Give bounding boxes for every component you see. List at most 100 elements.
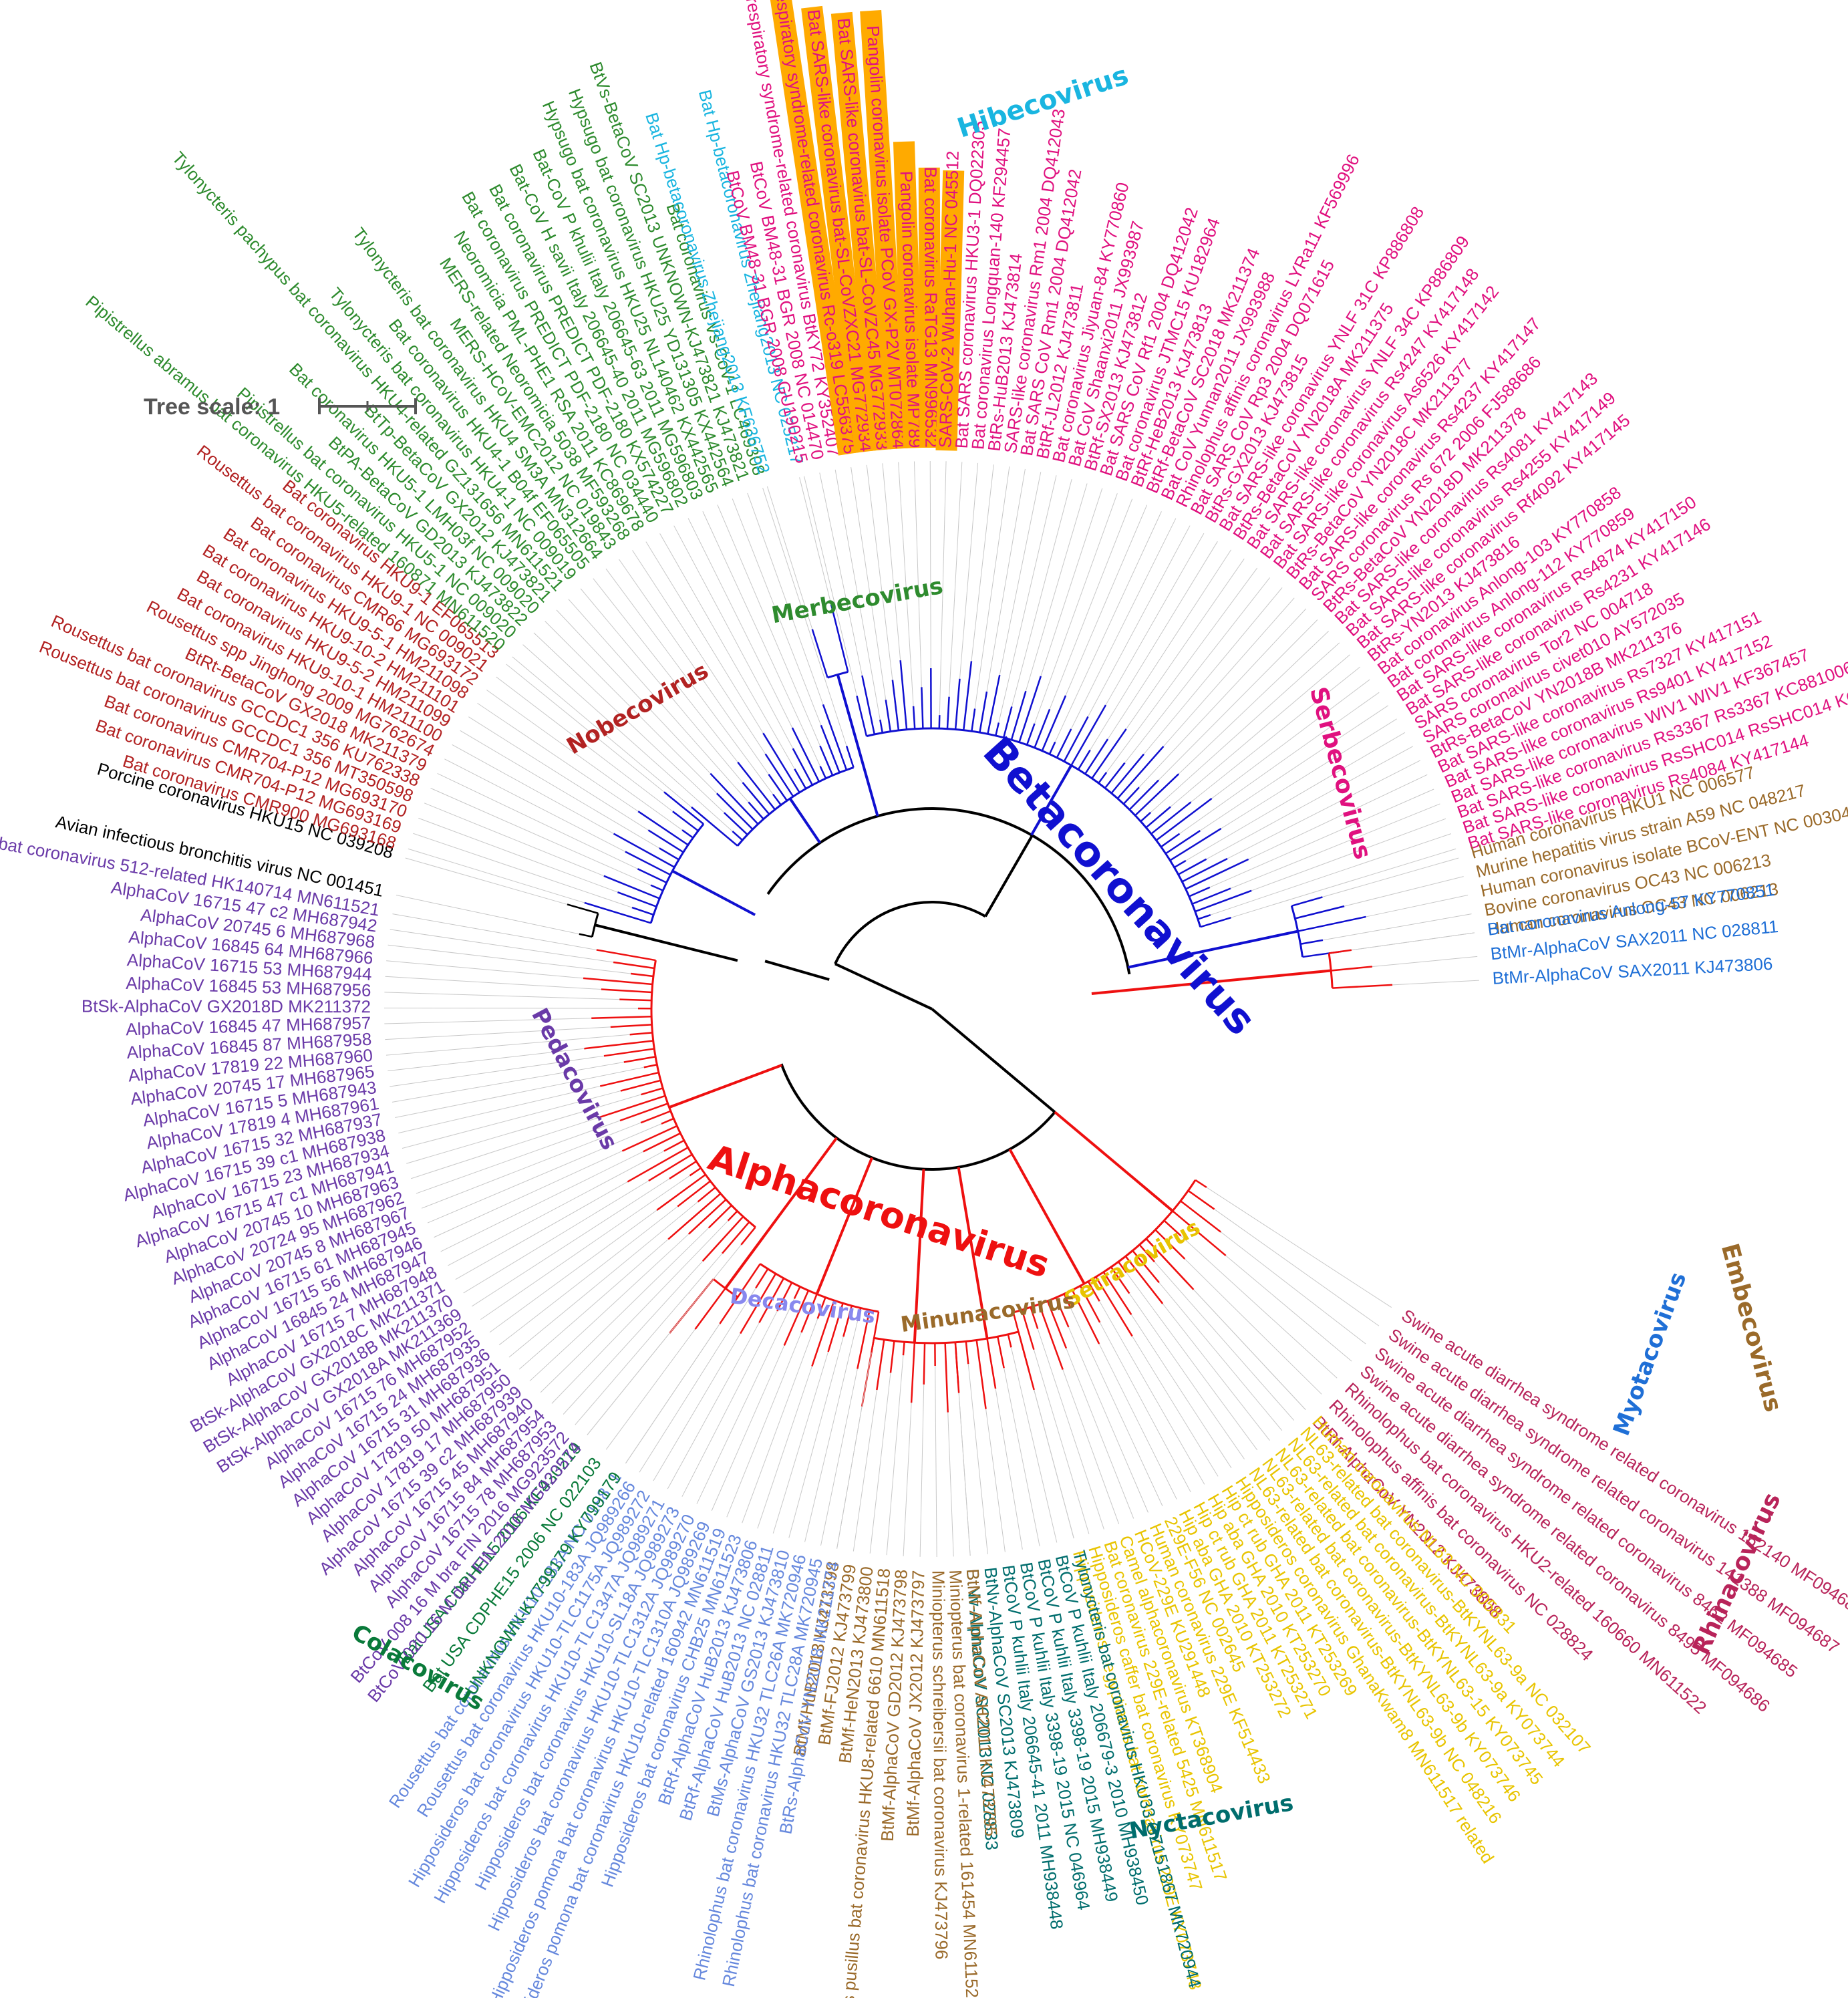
leaf-branch — [899, 660, 908, 730]
leaf-guide — [985, 1409, 1006, 1552]
leaf-guide — [1088, 525, 1191, 717]
leaf-branch — [1300, 939, 1324, 945]
leaf-guide — [563, 1260, 704, 1415]
leaf-guide — [1105, 533, 1205, 706]
leaf-guide — [1185, 732, 1406, 861]
leaf-guide — [986, 468, 1026, 692]
leaf-branch — [792, 748, 814, 786]
leaf-branch — [1038, 1304, 1064, 1371]
leaf-branch — [1150, 801, 1192, 835]
clade-stem — [668, 1064, 782, 1109]
clade-stem — [594, 923, 738, 962]
leaf-guide — [605, 568, 774, 795]
tree-scale-label: Tree scale: 1 — [144, 394, 280, 420]
leaf-guide — [681, 1310, 778, 1497]
clade-arc — [759, 1263, 879, 1313]
tip-label: BtSk-AlphaCoV GX2018D MK211372 — [82, 996, 371, 1016]
leaf-guide — [1124, 577, 1270, 763]
leaf-guide — [974, 466, 1010, 709]
leaf-branch — [891, 680, 900, 731]
leaf-branch — [764, 753, 794, 797]
leaf-branch — [663, 791, 704, 825]
leaf-guide — [959, 462, 979, 679]
leaf-branch — [975, 1340, 987, 1409]
leaf-branch — [1048, 741, 1056, 755]
leaf-guide — [518, 1239, 669, 1370]
leaf-guide — [384, 1018, 592, 1024]
leaf-branch — [1195, 889, 1252, 913]
leaf-branch — [772, 793, 782, 806]
leaf-guide — [418, 817, 618, 893]
leaf-branch — [719, 1296, 739, 1324]
leaf-guide — [424, 803, 605, 877]
leaf-guide — [1068, 1326, 1148, 1513]
leaf-guide — [390, 1055, 605, 1087]
leaf-guide — [396, 895, 579, 935]
leaf-branch — [663, 1139, 685, 1152]
leaf-branch — [661, 1117, 674, 1125]
leaf-guide — [1106, 567, 1258, 773]
leaf-branch — [857, 1310, 871, 1369]
clade-stem — [724, 1137, 838, 1290]
leaf-guide — [1170, 654, 1350, 807]
clade-arc — [591, 913, 599, 938]
leaf-branch — [921, 687, 924, 729]
leaf-branch — [1091, 728, 1127, 779]
leaf-branch — [800, 1294, 818, 1333]
leaf-branch — [1021, 1309, 1035, 1350]
leaf-branch — [596, 949, 656, 962]
leaf-branch — [640, 1110, 671, 1124]
leaf-guide — [667, 1322, 760, 1489]
leaf-branch — [1110, 753, 1144, 794]
leaf-branch — [620, 1079, 661, 1092]
clade-arc — [1145, 1179, 1197, 1240]
leaf-guide — [489, 1209, 657, 1333]
clade-stem — [836, 674, 879, 817]
leaf-guide — [1206, 746, 1413, 860]
tip-highlight — [935, 170, 965, 451]
leaf-branch — [1140, 811, 1152, 823]
clade-stem — [788, 797, 821, 844]
leaf-guide — [413, 833, 633, 908]
leaf-branch — [650, 884, 663, 891]
leaf-branch — [889, 1340, 895, 1373]
leaf-branch — [637, 811, 689, 846]
clade-arc — [827, 670, 849, 679]
leaf-branch — [986, 1338, 997, 1389]
leaf-branch — [811, 629, 828, 678]
leaf-branch — [1181, 857, 1228, 883]
leaf-guide — [632, 550, 766, 754]
leaf-guide — [575, 1253, 723, 1425]
leaf-guide — [772, 1351, 829, 1534]
leaf-branch — [603, 875, 660, 899]
leaf-guide — [455, 1181, 628, 1280]
leaf-guide — [1025, 483, 1088, 692]
leaf-guide — [804, 476, 857, 696]
leaf-guide — [766, 486, 813, 629]
leaf-guide — [1162, 1303, 1270, 1441]
leaf-guide — [1011, 479, 1072, 707]
leaf-branch — [736, 1263, 761, 1299]
leaf-guide — [452, 744, 614, 834]
leaf-branch — [737, 761, 776, 811]
leaf-guide — [1191, 666, 1360, 803]
leaf-guide — [1181, 1236, 1338, 1379]
leaf-branch — [963, 661, 973, 730]
clade-stem — [1128, 930, 1299, 969]
leaf-guide — [480, 1175, 690, 1320]
leaf-branch — [1041, 695, 1067, 752]
leaf-branch — [623, 1056, 656, 1063]
leaf-guide — [1037, 1328, 1104, 1530]
leaf-branch — [1331, 966, 1373, 972]
leaf-guide — [799, 477, 832, 605]
tree-branches — [384, 461, 1479, 1557]
leaf-branch — [1200, 916, 1231, 928]
leaf-guide — [1206, 1187, 1392, 1308]
clade-stem — [671, 869, 756, 916]
leaf-guide — [995, 1389, 1023, 1550]
leaf-branch — [987, 674, 1001, 734]
leaf-branch — [830, 604, 849, 672]
leaf-branch — [842, 1305, 853, 1337]
leaf-guide — [1066, 1348, 1134, 1519]
leaf-branch — [1169, 827, 1222, 861]
